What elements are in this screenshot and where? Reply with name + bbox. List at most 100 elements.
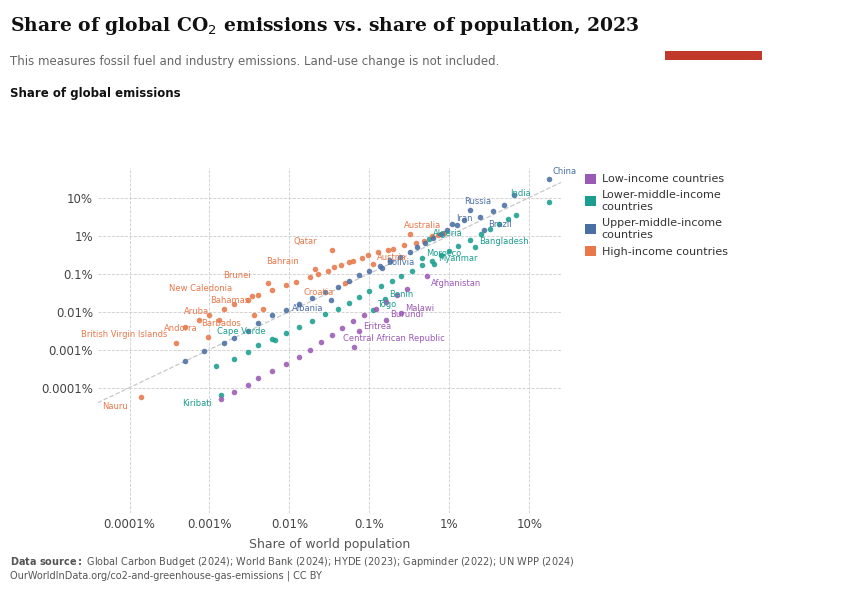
Point [418, 238, 432, 247]
Text: Nauru: Nauru [102, 401, 128, 410]
Point [265, 310, 279, 320]
Text: China: China [553, 167, 577, 176]
Point [279, 305, 292, 315]
Point [420, 271, 434, 281]
Point [348, 342, 361, 352]
Point [445, 220, 458, 229]
Point [509, 210, 523, 220]
Text: Brunei: Brunei [224, 271, 252, 280]
Point [331, 282, 344, 292]
Text: Barbados: Barbados [201, 319, 241, 328]
Point [434, 251, 447, 260]
Point [502, 214, 515, 223]
Point [169, 338, 183, 347]
Point [193, 315, 207, 325]
Point [209, 361, 223, 370]
Point [443, 246, 456, 256]
Text: India: India [510, 189, 531, 198]
Point [212, 315, 225, 325]
Point [327, 262, 341, 272]
Text: Tuvalu: Tuvalu [0, 599, 1, 600]
Point [202, 310, 216, 320]
Point [178, 322, 192, 331]
Text: Australia: Australia [404, 221, 441, 230]
Point [403, 247, 416, 256]
Point [314, 337, 328, 347]
Point [251, 373, 264, 383]
Point [265, 334, 279, 344]
Text: Albania: Albania [292, 304, 324, 313]
Point [376, 263, 389, 273]
Point [251, 318, 264, 328]
Point [279, 280, 292, 290]
Bar [665, 51, 762, 60]
Point [319, 310, 332, 319]
Point [379, 315, 393, 325]
Point [134, 392, 148, 402]
Point [217, 338, 230, 347]
Point [492, 220, 506, 229]
Point [440, 225, 454, 235]
Point [227, 387, 241, 397]
Point [383, 256, 397, 265]
Text: Bahamas: Bahamas [211, 296, 250, 305]
Text: Bahrain: Bahrain [267, 257, 299, 266]
Point [247, 310, 261, 320]
Point [393, 252, 406, 262]
Text: Afghanistan: Afghanistan [431, 279, 481, 288]
Point [387, 244, 400, 254]
Text: Qatar: Qatar [293, 238, 317, 247]
Point [437, 229, 451, 238]
Point [463, 236, 477, 245]
Point [289, 277, 303, 287]
Point [366, 259, 379, 269]
Point [325, 331, 338, 340]
Point [415, 260, 428, 270]
Point [214, 390, 228, 400]
Text: Croatia: Croatia [303, 287, 334, 296]
Point [217, 304, 230, 313]
Point [305, 293, 319, 302]
Text: Eritrea: Eritrea [363, 322, 391, 331]
Point [353, 292, 366, 302]
Point [227, 299, 241, 308]
Point [434, 229, 447, 239]
Point [428, 259, 441, 269]
Point [309, 265, 322, 274]
Point [483, 224, 496, 233]
Point [381, 245, 394, 254]
Text: Cape Verde: Cape Verde [217, 328, 265, 337]
Point [325, 245, 338, 254]
Text: Malawi: Malawi [405, 304, 434, 313]
Point [415, 254, 428, 263]
Point [371, 247, 385, 256]
Point [251, 290, 264, 299]
Point [394, 271, 408, 280]
Text: Bolivia: Bolivia [387, 258, 415, 267]
Point [425, 256, 439, 265]
Point [292, 299, 305, 308]
Point [542, 175, 556, 184]
Text: Central African Republic: Central African Republic [343, 334, 445, 343]
Point [331, 304, 344, 313]
Point [201, 332, 215, 341]
Point [241, 347, 254, 357]
Point [400, 284, 414, 293]
Point [292, 352, 305, 361]
Point [477, 225, 490, 235]
Text: Brazil: Brazil [488, 220, 512, 229]
Point [390, 290, 404, 299]
Text: Myanmar: Myanmar [439, 254, 478, 263]
Point [342, 257, 355, 267]
Point [507, 190, 521, 199]
Point [463, 205, 477, 214]
Point [360, 251, 374, 260]
Point [279, 328, 292, 337]
Text: Our World: Our World [688, 20, 740, 29]
Point [303, 345, 316, 355]
Point [403, 229, 416, 239]
Point [269, 335, 282, 344]
Text: Andorra: Andorra [164, 324, 197, 333]
Point [450, 220, 464, 230]
Point [409, 238, 422, 247]
